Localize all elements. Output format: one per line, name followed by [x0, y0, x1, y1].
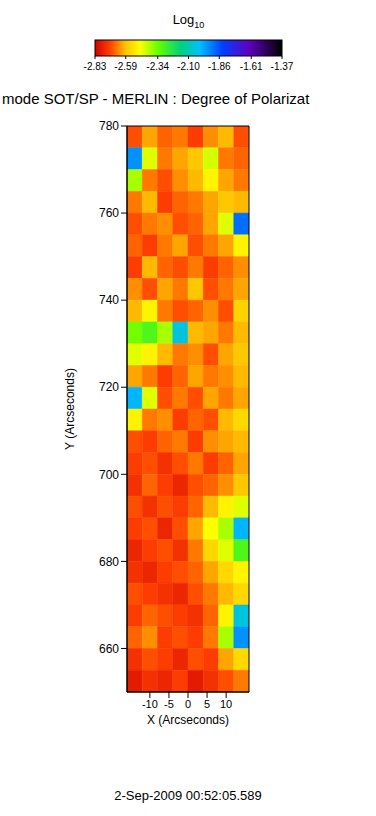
svg-text:X (Arcseconds): X (Arcseconds) — [147, 713, 229, 727]
svg-text:720: 720 — [99, 380, 119, 394]
svg-text:-10: -10 — [142, 698, 158, 710]
svg-text:0: 0 — [185, 698, 191, 710]
svg-text:Log10: Log10 — [173, 12, 205, 30]
svg-text:740: 740 — [99, 293, 119, 307]
svg-text:660: 660 — [99, 642, 119, 656]
svg-text:-1.61: -1.61 — [240, 61, 263, 72]
svg-text:5: 5 — [204, 698, 210, 710]
svg-text:-5: -5 — [164, 698, 174, 710]
html-text:mode SOT/SP - MERLIN : Degree: mode SOT/SP - MERLIN : Degree of Polariz… — [2, 90, 310, 107]
svg-text:-1.37: -1.37 — [271, 61, 294, 72]
svg-text:-2.34: -2.34 — [146, 61, 169, 72]
svg-text:-2.59: -2.59 — [114, 61, 137, 72]
svg-text:780: 780 — [99, 119, 119, 133]
svg-text:-2.83: -2.83 — [84, 61, 107, 72]
svg-text:Y (Arcseconds): Y (Arcseconds) — [63, 368, 77, 450]
svg-text:760: 760 — [99, 206, 119, 220]
svg-text:-2.10: -2.10 — [177, 61, 200, 72]
svg-text:10: 10 — [220, 698, 232, 710]
svg-text:700: 700 — [99, 468, 119, 482]
svg-text:-1.86: -1.86 — [208, 61, 231, 72]
html-text:2-Sep-2009 00:52:05.589: 2-Sep-2009 00:52:05.589 — [114, 788, 262, 803]
svg-text:680: 680 — [99, 555, 119, 569]
